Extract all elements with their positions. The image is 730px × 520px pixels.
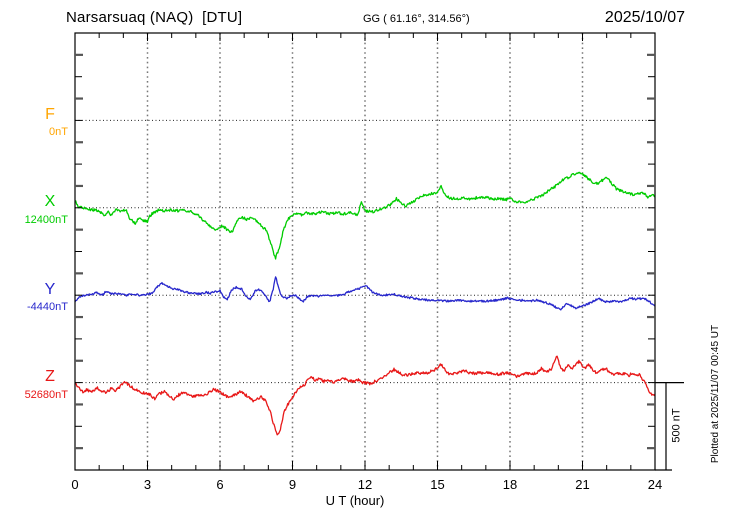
trace-Y (74, 276, 656, 311)
x-tick-label-6: 6 (216, 477, 224, 492)
plotted-at-timestamp: Plotted at 2025/11/07 00:45 UT (710, 324, 721, 464)
component-baseline-value-X: 12400nT (24, 213, 68, 226)
component-baseline-value-F: 0nT (49, 126, 68, 139)
station-title: Narsarsuaq (NAQ) [DTU] (66, 9, 243, 26)
component-letter-X: X (44, 193, 56, 211)
x-axis-title: U T (hour) (325, 493, 385, 508)
observation-date: 2025/10/07 (604, 9, 685, 26)
x-tick-label-15: 15 (430, 477, 445, 492)
scale-bar-label: 500 nT (670, 408, 683, 443)
x-tick-label-24: 24 (647, 477, 663, 492)
trace-X (74, 171, 656, 260)
component-letter-Y: Y (44, 280, 56, 298)
component-letter-Z: Z (45, 368, 55, 386)
component-letter-F: F (45, 105, 55, 123)
x-tick-label-3: 3 (143, 477, 152, 492)
x-tick-label-18: 18 (502, 477, 518, 492)
x-tick-label-12: 12 (357, 477, 373, 492)
component-baseline-value-Z: 52680nT (24, 388, 68, 401)
x-tick-label-21: 21 (575, 477, 590, 492)
trace-Z (74, 355, 656, 436)
component-baseline-value-Y: -4440nT (27, 301, 68, 314)
plot-frame (74, 32, 656, 471)
geographic-coordinates: GG ( 61.16°, 314.56°) (363, 13, 470, 25)
x-tick-label-9: 9 (288, 477, 297, 492)
x-tick-label-0: 0 (71, 477, 79, 492)
